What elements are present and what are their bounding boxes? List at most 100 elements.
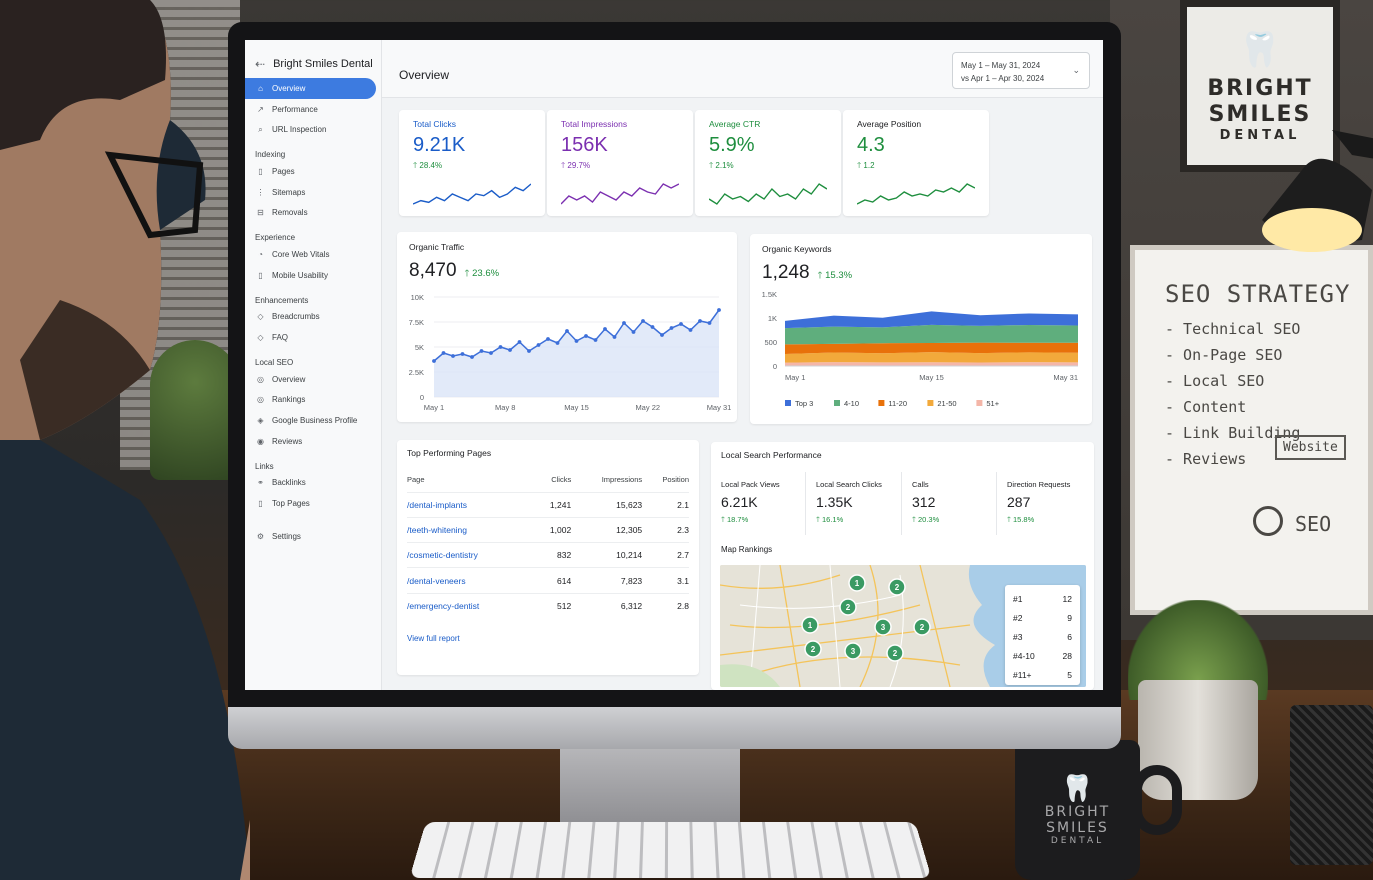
- data-point: [575, 339, 579, 343]
- sidebar-item-label: Core Web Vitals: [272, 250, 330, 259]
- sidebar-item-breadcrumbs[interactable]: ◇ Breadcrumbs: [245, 307, 381, 328]
- sidebar-item-overview[interactable]: ⌂ Overview: [245, 78, 376, 99]
- whiteboard-item: - Local SEO: [1165, 372, 1368, 390]
- whiteboard-item: - Technical SEO: [1165, 320, 1368, 338]
- metric-card-average-position[interactable]: Average Position 4.3 🡑 1.2: [843, 110, 989, 216]
- sidebar-item-removals[interactable]: ⊟ Removals: [245, 202, 381, 223]
- data-point: [613, 335, 617, 339]
- impressions-cell: 7,823: [571, 568, 642, 593]
- map-pin-label: 3: [851, 647, 856, 656]
- view-full-report-link[interactable]: View full report: [407, 634, 689, 643]
- keyboard: [409, 822, 931, 878]
- page-link[interactable]: /dental-veneers: [407, 568, 534, 593]
- y-tick-label: 0: [773, 362, 777, 371]
- data-point: [594, 338, 598, 342]
- table-row[interactable]: /dental-implants 1,241 15,623 2.1: [407, 492, 689, 517]
- sidebar-item-settings[interactable]: ⚙ Settings: [245, 526, 381, 547]
- data-point: [499, 345, 503, 349]
- organic-traffic-change-value: 23.6%: [472, 268, 499, 279]
- position-cell: 2.1: [642, 492, 689, 517]
- local-metric-direction-requests: Direction Requests 287 🡑 15.8%: [997, 472, 1094, 535]
- data-point: [442, 351, 446, 355]
- map-pin: 3: [875, 619, 891, 635]
- metric-card-total-impressions[interactable]: Total Impressions 156K 🡑 29.7%: [547, 110, 693, 216]
- page-link[interactable]: /dental-implants: [407, 492, 534, 517]
- local-search-card: Local Search Performance Local Pack View…: [711, 442, 1094, 690]
- rank-count: 9: [1067, 613, 1072, 623]
- sidebar-item-label: Top Pages: [272, 499, 310, 508]
- sidebar-section-indexing: Indexing: [245, 140, 381, 161]
- sidebar-section-experience: Experience: [245, 223, 381, 244]
- data-point: [632, 330, 636, 334]
- map-pin: 1: [802, 617, 818, 633]
- sparkline-path: [709, 184, 827, 204]
- table-row[interactable]: /dental-veneers 614 7,823 3.1: [407, 568, 689, 593]
- sidebar-item-core-web-vitals[interactable]: ◔ Core Web Vitals: [245, 244, 381, 265]
- sparkline: [709, 182, 827, 206]
- sidebar-item-faq[interactable]: ◇ FAQ: [245, 327, 381, 348]
- poster-line-1: BRIGHT: [1207, 76, 1312, 102]
- sidebar-item-performance[interactable]: ↗ Performance: [245, 99, 381, 120]
- position-cell: 2.3: [642, 517, 689, 542]
- map-pin: 1: [849, 575, 865, 591]
- data-point: [565, 329, 569, 333]
- local-metric-label: Direction Requests: [1007, 480, 1094, 489]
- position-cell: 2.7: [642, 543, 689, 568]
- sidebar-item-sitemaps[interactable]: ⋮ Sitemaps: [245, 182, 381, 203]
- local-metric-label: Local Pack Views: [721, 480, 805, 489]
- sidebar-item-label: FAQ: [272, 333, 288, 342]
- legend-swatch: [927, 400, 933, 406]
- table-row[interactable]: /cosmetic-dentistry 832 10,214 2.7: [407, 543, 689, 568]
- local-metric-change: 🡑 16.1%: [816, 514, 901, 527]
- map-pin: 2: [914, 619, 930, 635]
- page-link[interactable]: /cosmetic-dentistry: [407, 543, 534, 568]
- removal-icon: ⊟: [256, 208, 265, 217]
- sidebar-item-google-business-profile[interactable]: ◈ Google Business Profile: [245, 410, 381, 431]
- page-link[interactable]: /emergency-dentist: [407, 593, 534, 618]
- mug-line-3: DENTAL: [1051, 836, 1104, 846]
- page-link[interactable]: /teeth-whitening: [407, 517, 534, 542]
- x-tick-label: May 31: [707, 403, 732, 412]
- whiteboard-item: - Content: [1165, 398, 1368, 416]
- data-point: [470, 355, 474, 359]
- map-rankings-map[interactable]: 122321232 #1 12 #2 9 #3 6 #4-10 28 #11+ 5: [720, 565, 1086, 687]
- magnifier-drawing-icon: [1253, 506, 1283, 536]
- x-tick-label: May 22: [635, 403, 660, 412]
- organic-keywords-value: 1,248 🡑 15.3%: [762, 262, 852, 284]
- pencil-cup: [1290, 705, 1373, 865]
- clicks-cell: 512: [534, 593, 571, 618]
- map-pin-label: 1: [855, 579, 860, 588]
- sidebar-item-mobile-usability[interactable]: ▯ Mobile Usability: [245, 265, 381, 286]
- metric-value: 156K: [561, 134, 693, 157]
- legend-swatch: [785, 400, 791, 406]
- sidebar-item-top-pages[interactable]: ▯ Top Pages: [245, 493, 381, 514]
- metric-card-total-clicks[interactable]: Total Clicks 9.21K 🡑 28.4%: [399, 110, 545, 216]
- sidebar-item-rankings[interactable]: ◎ Rankings: [245, 390, 381, 411]
- sidebar-item-url-inspection[interactable]: ⌕ URL Inspection: [245, 119, 381, 140]
- sidebar-item-reviews[interactable]: ◉ Reviews: [245, 431, 381, 452]
- date-range-current: May 1 – May 31, 2024: [961, 59, 1081, 72]
- legend-label: 4-10: [844, 399, 859, 408]
- data-point: [489, 351, 493, 355]
- sidebar-item-local-overview[interactable]: ◎ Overview: [245, 369, 381, 390]
- sidebar-item-backlinks[interactable]: ⚭ Backlinks: [245, 473, 381, 494]
- person-silhouette: [0, 0, 250, 880]
- top-pages-card: Top Performing Pages Page Clicks Impress…: [397, 440, 699, 675]
- organic-traffic-change: 🡑 23.6%: [465, 268, 500, 279]
- sidebar-item-pages[interactable]: ▯ Pages: [245, 161, 381, 182]
- ranking-summary: #1 12 #2 9 #3 6 #4-10 28 #11+ 5: [1005, 585, 1080, 685]
- map-pin-label: 2: [846, 603, 851, 612]
- table-row[interactable]: /emergency-dentist 512 6,312 2.8: [407, 593, 689, 618]
- map-rankings-title: Map Rankings: [721, 545, 772, 554]
- sidebar-item-label: Rankings: [272, 395, 305, 404]
- metric-card-average-ctr[interactable]: Average CTR 5.9% 🡑 2.1%: [695, 110, 841, 216]
- local-metric-local-pack-views: Local Pack Views 6.21K 🡑 18.7%: [711, 472, 806, 535]
- search-icon: ⌕: [256, 125, 265, 135]
- back-arrow-icon[interactable]: ⇠: [255, 57, 265, 71]
- sidebar-item-label: Backlinks: [272, 478, 306, 487]
- table-row[interactable]: /teeth-whitening 1,002 12,305 2.3: [407, 517, 689, 542]
- sidebar-item-label: URL Inspection: [272, 125, 326, 134]
- rank-label: #3: [1013, 632, 1022, 642]
- date-range-picker[interactable]: May 1 – May 31, 2024 vs Apr 1 – Apr 30, …: [952, 52, 1090, 89]
- sidebar-item-label: Overview: [272, 84, 305, 93]
